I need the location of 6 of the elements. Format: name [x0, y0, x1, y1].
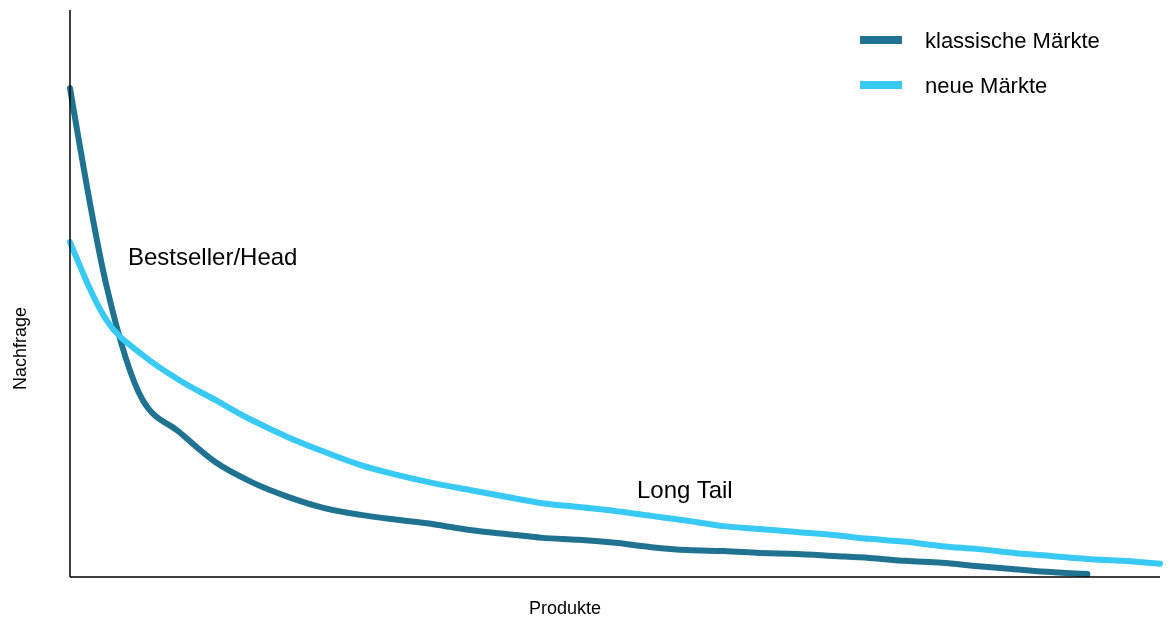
annotation: Bestseller/Head [128, 243, 298, 270]
x-axis-title: Produkte [528, 598, 602, 618]
legend-label: klassische Märkte [925, 28, 1100, 53]
annotation: Long Tail [637, 476, 733, 503]
legend-label: neue Märkte [925, 73, 1048, 98]
y-axis-title: Nachfrage [10, 306, 30, 391]
